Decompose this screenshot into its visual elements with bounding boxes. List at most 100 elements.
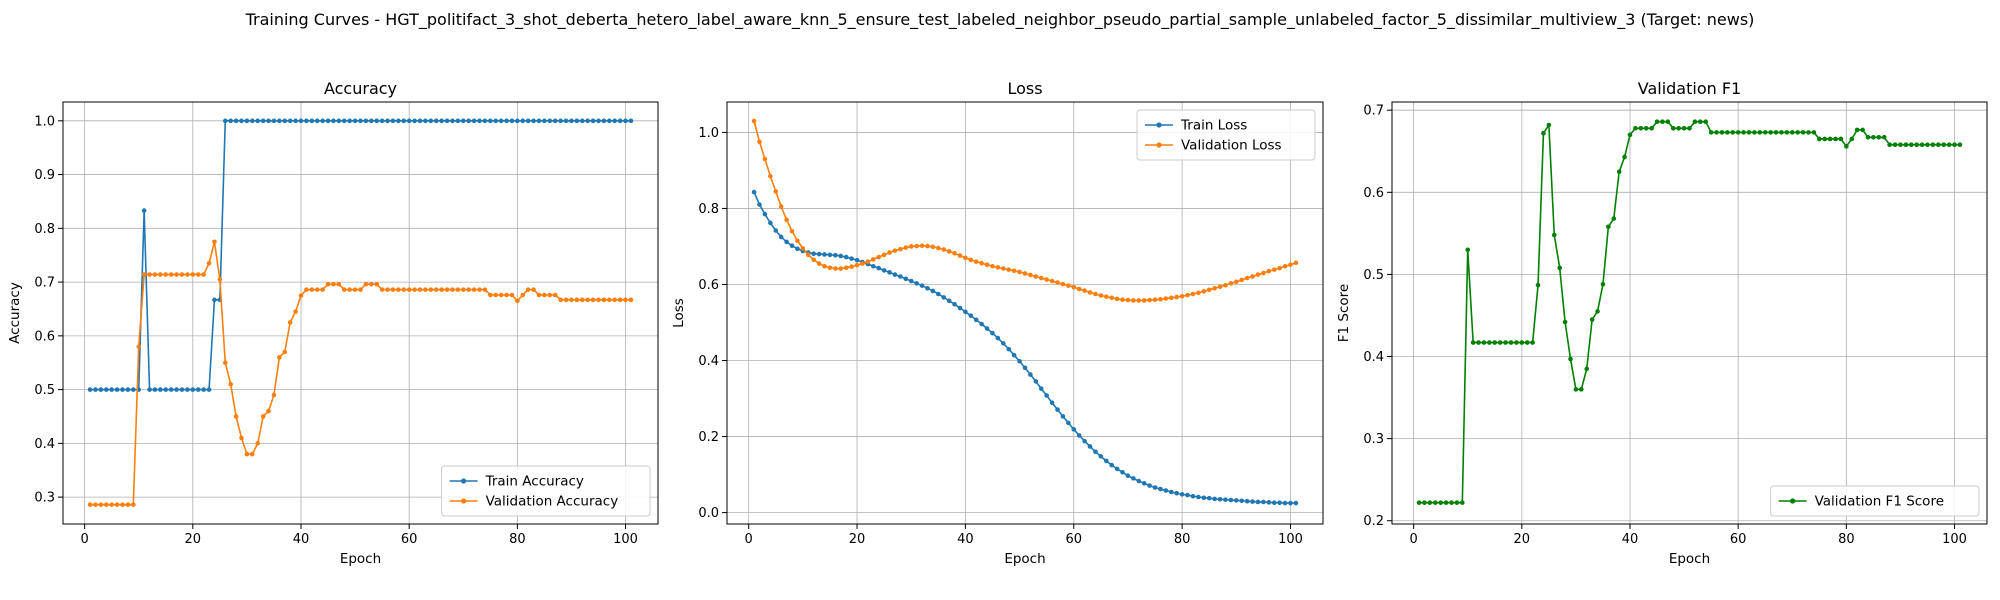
data-point [1001, 341, 1006, 346]
legend-swatch-marker [1156, 142, 1162, 148]
data-point [1833, 136, 1838, 142]
data-point [762, 156, 768, 162]
x-tick-label: 100 [613, 532, 638, 547]
data-point [147, 387, 152, 392]
data-point [1481, 340, 1487, 345]
data-point [547, 292, 553, 298]
data-point [1779, 130, 1784, 135]
data-point [596, 118, 601, 124]
data-point [1234, 279, 1239, 285]
data-point [1152, 297, 1158, 302]
data-point [574, 297, 580, 303]
data-point [1768, 130, 1773, 135]
data-point [325, 281, 331, 287]
data-point [757, 202, 762, 207]
data-point [1752, 130, 1757, 135]
data-point [1611, 216, 1617, 221]
data-point [1719, 130, 1725, 135]
data-point [460, 287, 466, 292]
data-point [898, 246, 903, 252]
data-point [358, 287, 363, 292]
data-point [1044, 393, 1049, 398]
data-point [1936, 142, 1941, 147]
data-point [1250, 499, 1255, 504]
data-point [1228, 281, 1234, 286]
x-tick-label: 20 [849, 532, 866, 547]
data-point [1022, 271, 1028, 276]
data-point [1114, 466, 1120, 472]
data-point [854, 257, 860, 263]
data-point [784, 217, 789, 223]
data-point [298, 118, 304, 124]
data-point [843, 254, 849, 260]
y-tick-label: 0.5 [34, 383, 55, 398]
x-tick-label: 80 [1838, 532, 1855, 547]
data-point [152, 387, 158, 392]
data-point [428, 287, 434, 292]
data-point [363, 118, 369, 124]
data-point [320, 287, 325, 292]
data-point [141, 208, 147, 213]
data-point [1038, 386, 1044, 391]
data-point [1017, 358, 1022, 364]
data-point [930, 244, 936, 250]
data-point [881, 268, 887, 273]
data-point [1876, 135, 1882, 140]
axes-frame [62, 101, 659, 525]
data-point [444, 287, 450, 292]
data-point [250, 118, 255, 124]
data-point [1244, 498, 1250, 504]
data-point [336, 281, 342, 287]
data-point [892, 248, 898, 253]
data-point [255, 441, 261, 446]
y-tick-label: 0.6 [34, 329, 55, 344]
data-point [131, 387, 136, 392]
chart-panel-0: 0 20 40 60 80 100 0.3 0.4 0.5 0.6 0.7 0.8 0.9 1.0 Accu… [7, 79, 659, 567]
data-point [1584, 366, 1590, 372]
data-point [1822, 136, 1828, 142]
data-point [1633, 125, 1638, 131]
data-point [908, 278, 914, 284]
data-point [1076, 433, 1082, 438]
legend-box [1770, 485, 1980, 517]
data-point [309, 118, 315, 124]
legend-swatch-marker [1790, 498, 1796, 504]
data-point [925, 285, 930, 291]
data-point [1860, 127, 1865, 133]
data-point [563, 297, 569, 303]
data-point [1643, 125, 1649, 131]
data-point [174, 272, 179, 277]
data-point [255, 118, 261, 124]
data-point [287, 118, 293, 124]
data-point [493, 292, 499, 298]
data-point [1465, 247, 1471, 253]
data-point [590, 297, 596, 303]
data-point [185, 387, 190, 392]
data-point [525, 287, 531, 292]
data-point [374, 118, 380, 124]
data-point [260, 414, 266, 419]
data-point [379, 287, 385, 292]
data-point [1174, 294, 1180, 300]
data-point [914, 281, 919, 286]
data-point [1849, 136, 1855, 142]
x-tick-label: 60 [1065, 532, 1082, 547]
data-point [1487, 340, 1492, 345]
data-point [585, 118, 590, 124]
data-point [260, 118, 266, 124]
data-point [860, 261, 865, 266]
data-point [233, 414, 239, 419]
data-point [919, 243, 925, 249]
data-point [168, 272, 174, 277]
data-point [212, 297, 217, 303]
data-point [439, 118, 444, 124]
data-point [1616, 169, 1622, 175]
data-point [590, 118, 596, 124]
data-point [158, 272, 163, 277]
data-point [542, 118, 547, 124]
data-point [1449, 500, 1454, 505]
data-point [1196, 290, 1201, 296]
data-point [1443, 500, 1449, 505]
data-point [109, 387, 114, 392]
data-point [103, 387, 109, 392]
